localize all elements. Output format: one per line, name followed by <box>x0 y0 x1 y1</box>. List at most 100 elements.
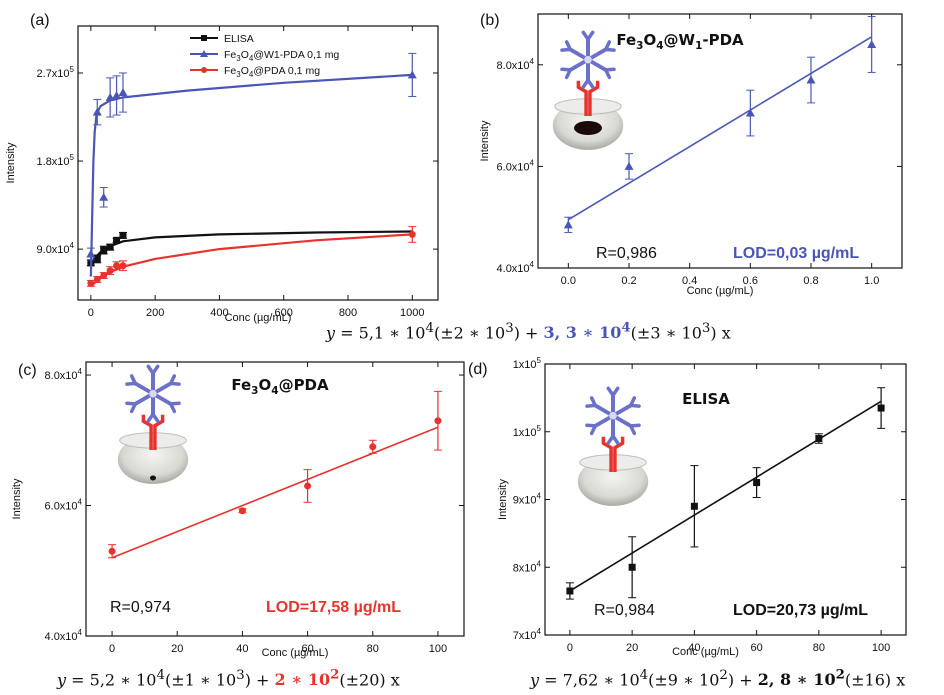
capture-antibody <box>141 414 165 450</box>
y-tick-label: 8.0x104 <box>45 367 83 382</box>
equation-b: y = 5,1 ∗ 104(±2 ∗ 103) + 3, 3 ∗ 104(±3 … <box>326 320 731 343</box>
antibody-branch <box>606 386 615 397</box>
data-point <box>566 587 574 595</box>
antibody-branch <box>581 30 590 41</box>
antibody-schematic <box>552 30 624 150</box>
equation-c: y = 5,2 ∗ 104(±1 ∗ 103) + 2 ∗ 102(±20) x <box>57 667 400 690</box>
x-tick-label: 100 <box>872 642 890 654</box>
data-point <box>86 249 96 258</box>
x-tick-label: 1.0 <box>864 275 879 287</box>
legend-marker <box>200 50 208 57</box>
data-point <box>624 161 634 170</box>
data-point <box>87 279 95 287</box>
antibody-branch <box>585 403 598 408</box>
x-tick-label: 80 <box>367 643 379 655</box>
data-point <box>877 404 885 412</box>
x-tick-label: 60 <box>750 642 762 654</box>
x-tick-label: 0.8 <box>803 275 818 287</box>
data-point <box>867 39 877 48</box>
data-point <box>100 246 108 254</box>
x-tick-label: 0.2 <box>621 275 636 287</box>
lod-value: LOD=0,03 µg/mL <box>733 245 859 262</box>
series-curve <box>90 233 413 288</box>
x-tick-label: 0 <box>88 307 94 319</box>
data-point <box>304 482 312 490</box>
x-tick-label: 0 <box>567 642 573 654</box>
antibody-branch <box>589 424 598 436</box>
antibody-branch <box>564 68 573 80</box>
x-tick-label: 20 <box>626 642 638 654</box>
panel-label-a: (a) <box>30 12 50 29</box>
x-axis-label: Conc (µg/mL) <box>262 647 329 659</box>
y-tick-label: 9.0x104 <box>37 241 75 256</box>
antibody-core <box>149 389 157 398</box>
antibody-branch <box>611 434 620 445</box>
x-axis-label: Conc (µg/mL) <box>225 312 292 324</box>
antibody-branch <box>603 40 612 52</box>
legend-label: Fe3O4@PDA 0,1 mg <box>224 65 320 79</box>
plot-frame <box>77 25 439 301</box>
y-tick-label: 8.0x104 <box>497 57 535 72</box>
x-tick-label: 80 <box>813 642 825 654</box>
chart-title: Fe3O4@PDA <box>231 376 329 397</box>
data-point <box>92 107 102 116</box>
data-point <box>106 243 114 251</box>
fit-line <box>569 400 882 592</box>
capture-antibody <box>601 436 625 472</box>
y-axis-label: Intensity <box>497 479 509 520</box>
equation-d: y = 7,62 ∗ 104(±9 ∗ 102) + 2, 8 ∗ 102(±1… <box>530 667 906 690</box>
antibody-branch <box>603 67 616 72</box>
fit-line <box>111 426 439 559</box>
data-point <box>108 547 116 555</box>
data-point <box>113 262 121 270</box>
x-tick-label: 0.6 <box>743 275 758 287</box>
y-tick-label: 7x104 <box>513 627 542 642</box>
antibody-branch <box>151 412 160 423</box>
legend-label: ELISA <box>224 33 254 45</box>
antibody-branch <box>125 381 138 386</box>
series-curve <box>89 73 413 277</box>
x-tick-label: 40 <box>236 643 248 655</box>
r-value: R=0,974 <box>110 599 171 616</box>
y-tick-label: 1x105 <box>513 356 542 371</box>
lod-value: LOD=17,58 µg/mL <box>266 599 401 616</box>
data-point <box>628 563 636 571</box>
x-tick-label: 20 <box>171 643 183 655</box>
lod-value: LOD=20,73 µg/mL <box>733 602 868 619</box>
x-tick-label: 800 <box>339 307 357 319</box>
antibody-branch <box>628 396 637 408</box>
data-point <box>119 262 127 270</box>
x-tick-label: 0.0 <box>561 275 576 287</box>
y-tick-label: 8x104 <box>513 559 542 574</box>
antibody-branch <box>129 402 138 414</box>
legend-marker <box>201 67 207 73</box>
chart-title: ELISA <box>682 390 730 408</box>
antibody-branch <box>628 423 641 428</box>
data-point <box>93 255 101 263</box>
data-point <box>119 231 127 239</box>
data-point <box>113 236 121 244</box>
capture-antibody <box>576 80 600 116</box>
data-point <box>407 70 417 79</box>
data-point <box>408 230 416 238</box>
plot-frame <box>85 361 465 637</box>
well-spot <box>150 475 156 481</box>
data-point <box>118 88 128 97</box>
data-point <box>806 75 816 84</box>
x-tick-label: 1000 <box>400 307 424 319</box>
well-rim <box>579 454 647 471</box>
y-tick-label: 4.0x104 <box>45 628 83 643</box>
r-value: R=0,984 <box>594 602 655 619</box>
fit-line <box>567 36 873 221</box>
antibody-schematic <box>577 386 649 506</box>
data-point <box>753 479 761 487</box>
legend-label: Fe3O4@W1-PDA 0,1 mg <box>224 49 339 63</box>
well-rim <box>554 98 622 115</box>
x-tick-label: 40 <box>688 642 700 654</box>
x-tick-label: 100 <box>429 643 447 655</box>
panel-label: (c) <box>18 362 37 379</box>
chart-title: Fe3O4@W1-PDA <box>616 31 744 52</box>
antibody-branch <box>146 364 155 375</box>
x-tick-label: 400 <box>210 307 228 319</box>
data-point <box>815 435 823 443</box>
